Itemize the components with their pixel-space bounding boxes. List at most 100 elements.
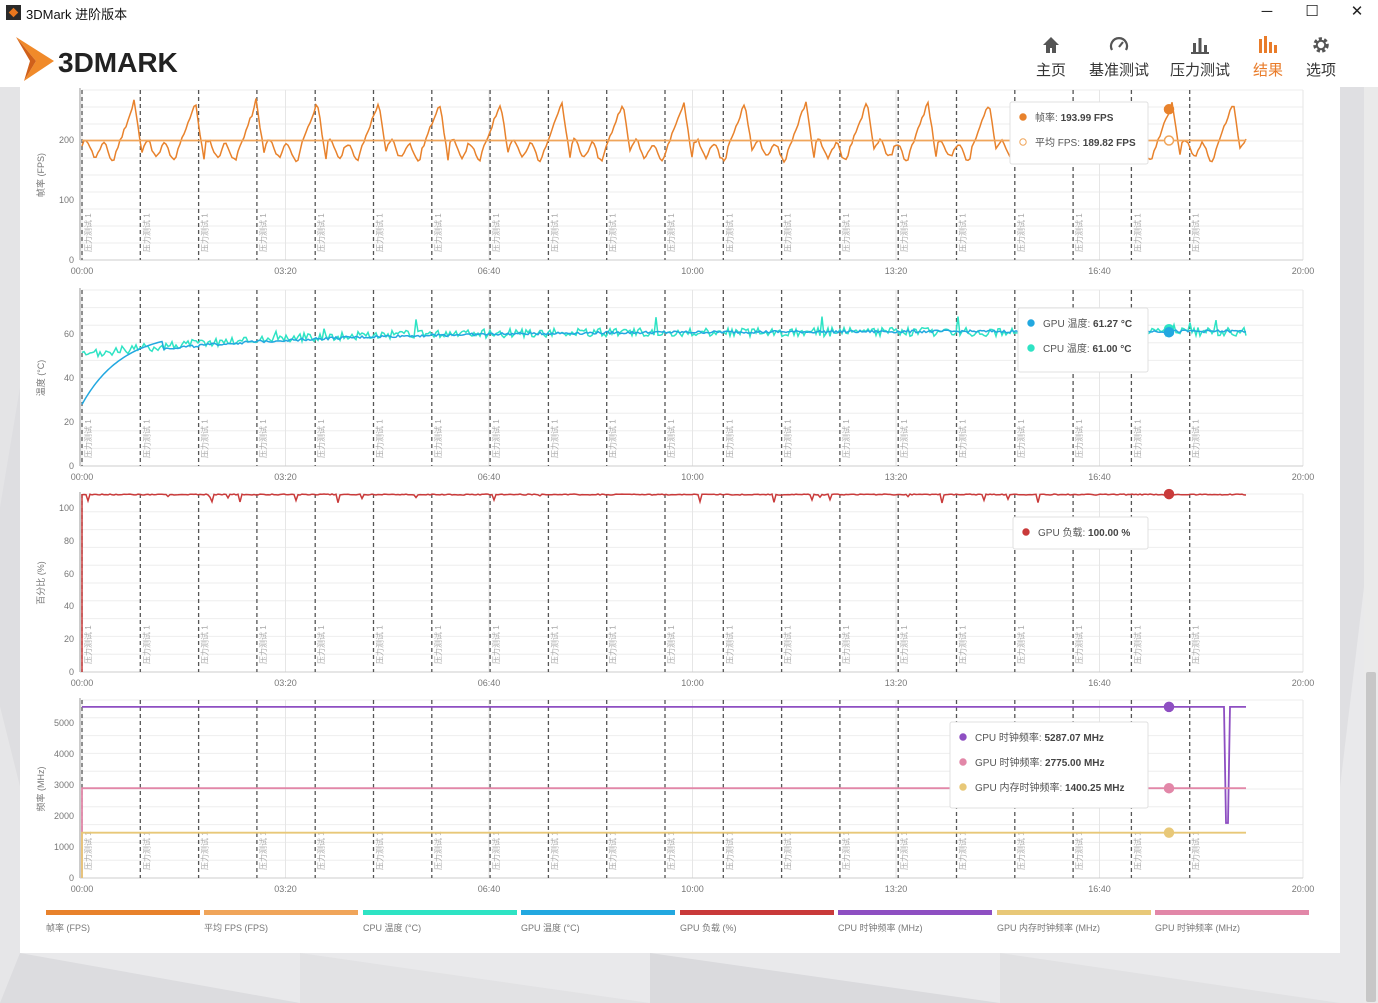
nav-home[interactable]: 主页 — [1030, 33, 1072, 80]
y-tick-label: 0 — [69, 255, 74, 265]
x-tick-label: 16:40 — [1088, 266, 1111, 276]
test-marker-label: 压力测试 1 — [783, 213, 793, 252]
tooltip-entry: 帧率: 193.99 FPS — [1035, 111, 1114, 124]
hover-point-gpu_mem_clock — [1163, 827, 1175, 838]
tooltip: GPU 负载: 100.00 % — [1012, 516, 1149, 550]
test-marker-label: 压力测试 1 — [549, 625, 559, 664]
test-marker-label: 压力测试 1 — [841, 213, 851, 252]
legend-cpu-temp-swatch — [363, 910, 517, 915]
tooltip-series-value: 189.82 FPS — [1083, 138, 1136, 149]
x-tick-label: 13:20 — [885, 472, 908, 482]
legend-cpu-temp[interactable]: CPU 温度 (°C) — [363, 910, 517, 934]
nav-stress-tests[interactable]: 压力测试 — [1169, 33, 1231, 80]
y-tick-label: 4000 — [54, 749, 74, 759]
test-marker-label: 压力测试 1 — [433, 831, 443, 870]
legend-gpu-load[interactable]: GPU 负载 (%) — [680, 910, 834, 934]
tooltip-series-name: GPU 负载: — [1038, 526, 1088, 539]
test-marker-label: 压力测试 1 — [1132, 419, 1142, 458]
x-tick-label: 06:40 — [478, 678, 501, 688]
x-tick-label: 16:40 — [1088, 472, 1111, 482]
tooltip-box — [949, 721, 1149, 809]
test-marker-label: 压力测试 1 — [958, 419, 968, 458]
app-icon — [6, 5, 21, 20]
test-marker-label: 压力测试 1 — [549, 831, 559, 870]
test-marker-label: 压力测试 1 — [200, 419, 210, 458]
test-marker-label: 压力测试 1 — [724, 625, 734, 664]
y-tick-label: 3000 — [54, 780, 74, 790]
test-marker-label: 压力测试 1 — [83, 831, 93, 870]
x-tick-label: 13:20 — [885, 266, 908, 276]
y-tick-label: 0 — [69, 873, 74, 883]
legend-cpu-clock-label: CPU 时钟频率 (MHz) — [838, 923, 923, 933]
3dmark-logo[interactable]: 3DMARK — [14, 33, 234, 81]
test-marker-label: 压力测试 1 — [1074, 831, 1084, 870]
test-marker-label: 压力测试 1 — [258, 625, 268, 664]
x-tick-label: 03:20 — [274, 678, 297, 688]
maximize-button[interactable]: ☐ — [1305, 3, 1319, 20]
test-marker-label: 压力测试 1 — [724, 419, 734, 458]
test-marker-label: 压力测试 1 — [316, 625, 326, 664]
y-tick-label: 60 — [64, 569, 74, 579]
legend-cpu-clock[interactable]: CPU 时钟频率 (MHz) — [838, 910, 992, 934]
x-tick-label: 06:40 — [478, 884, 501, 894]
nav-options[interactable]: 选项 — [1304, 33, 1338, 80]
test-marker-label: 压力测试 1 — [1191, 213, 1201, 252]
x-tick-label: 00:00 — [71, 266, 94, 276]
test-marker-label: 压力测试 1 — [258, 419, 268, 458]
tooltip-series-name: GPU 内存时钟频率: — [975, 781, 1065, 794]
test-marker-label: 压力测试 1 — [141, 831, 151, 870]
tooltip: CPU 时钟频率: 5287.07 MHz GPU 时钟频率: 2775.00 M… — [949, 721, 1149, 809]
test-marker-label: 压力测试 1 — [899, 831, 909, 870]
y-tick-label: 40 — [64, 601, 74, 611]
test-marker-label: 压力测试 1 — [783, 831, 793, 870]
tooltip-box — [1009, 101, 1149, 165]
legend-gpu-temp[interactable]: GPU 温度 (°C) — [521, 910, 675, 934]
nav-results[interactable]: 结果 — [1250, 33, 1286, 80]
test-marker-label: 压力测试 1 — [724, 213, 734, 252]
test-marker-label: 压力测试 1 — [666, 831, 676, 870]
close-button[interactable]: ✕ — [1350, 3, 1364, 20]
minimize-button[interactable]: ─ — [1261, 3, 1273, 20]
test-marker-label: 压力测试 1 — [958, 213, 968, 252]
y-tick-label: 100 — [59, 195, 74, 205]
tooltip-entry: CPU 温度: 61.00 °C — [1043, 342, 1131, 355]
test-marker-label: 压力测试 1 — [258, 213, 268, 252]
legend-gpu-mem-clock[interactable]: GPU 内存时钟频率 (MHz) — [997, 910, 1151, 934]
tooltip: GPU 温度: 61.27 °C CPU 温度: 61.00 °C — [1017, 307, 1149, 373]
tooltip-swatch — [959, 733, 967, 741]
series-line-gpu_load — [81, 493, 1247, 672]
test-marker-label: 压力测试 1 — [1016, 831, 1026, 870]
test-marker-label: 压力测试 1 — [1016, 419, 1026, 458]
test-marker-label: 压力测试 1 — [83, 625, 93, 664]
tooltip-series-name: 帧率: — [1035, 111, 1061, 124]
y-tick-label: 200 — [59, 135, 74, 145]
x-tick-label: 03:20 — [274, 472, 297, 482]
test-marker-label: 压力测试 1 — [1132, 213, 1142, 252]
test-marker-label: 压力测试 1 — [1191, 419, 1201, 458]
tooltip-entry: GPU 内存时钟频率: 1400.25 MHz — [975, 781, 1125, 794]
tooltip-swatch — [959, 758, 967, 766]
test-marker-label: 压力测试 1 — [1074, 625, 1084, 664]
legend-gpu-clock[interactable]: GPU 时钟频率 (MHz) — [1155, 910, 1309, 934]
x-tick-label: 00:00 — [71, 678, 94, 688]
x-tick-label: 03:20 — [274, 884, 297, 894]
tooltip-swatch — [1019, 138, 1027, 146]
test-marker-label: 压力测试 1 — [899, 419, 909, 458]
y-tick-label: 0 — [69, 667, 74, 677]
legend-avg-fps[interactable]: 平均 FPS (FPS) — [204, 910, 358, 934]
legend-gpu-load-swatch — [680, 910, 834, 915]
legend-fps-label: 帧率 (FPS) — [46, 923, 90, 933]
test-marker-label: 压力测试 1 — [1074, 419, 1084, 458]
series-line-gpu_mem_clock — [81, 831, 1246, 878]
test-marker-label: 压力测试 1 — [491, 419, 501, 458]
legend-fps[interactable]: 帧率 (FPS) — [46, 910, 200, 934]
nav-benchmarks[interactable]: 基准测试 — [1088, 33, 1150, 80]
tooltip-series-value: 61.27 °C — [1093, 319, 1132, 330]
y-axis-label: 温度 (°C) — [35, 360, 46, 397]
test-marker-label: 压力测试 1 — [1074, 213, 1084, 252]
scrollbar-thumb[interactable] — [1366, 672, 1376, 1002]
tooltip-entry: 平均 FPS: 189.82 FPS — [1035, 137, 1136, 149]
test-marker-label: 压力测试 1 — [258, 831, 268, 870]
y-tick-label: 0 — [69, 461, 74, 471]
test-marker-label: 压力测试 1 — [316, 213, 326, 252]
